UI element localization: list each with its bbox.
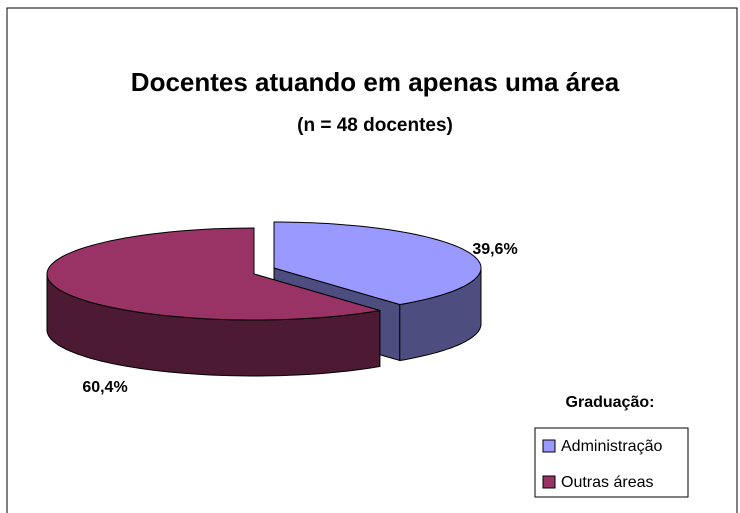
legend-label: Outras áreas [561, 474, 653, 491]
slice [46, 227, 380, 321]
legend-box [534, 427, 689, 498]
legend-swatch [542, 475, 556, 489]
legend-swatch [542, 439, 556, 453]
slice [273, 221, 482, 306]
value-label: 39,6% [472, 241, 517, 258]
legend-title: Graduação: [566, 394, 655, 411]
chart-subtitle: (n = 48 docentes) [297, 115, 453, 136]
value-label: 60,4% [82, 379, 127, 396]
legend-label: Administração [561, 438, 662, 455]
chart-title: Docentes atuando em apenas uma área [131, 67, 620, 97]
